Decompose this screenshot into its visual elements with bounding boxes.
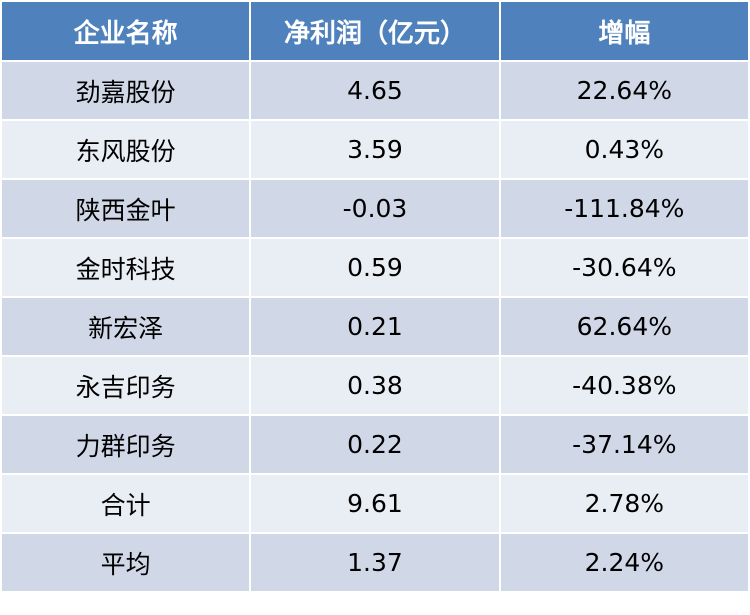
table-cell: 0.43%	[498, 119, 750, 180]
table-cell: 1.37	[249, 532, 501, 593]
table-cell: 4.65	[249, 60, 501, 121]
table-row: 合计 9.61 2.78%	[0, 473, 750, 534]
header-cell: 增幅	[498, 0, 750, 62]
table-cell: 0.59	[249, 237, 501, 298]
table-cell: 62.64%	[498, 296, 750, 357]
table-row: 平均 1.37 2.24%	[0, 532, 750, 593]
table-body: 劲嘉股份 4.65 22.64% 东风股份 3.59 0.43% 陕西金叶 -0.03 -111…	[0, 60, 750, 593]
table-cell: 东风股份	[0, 119, 252, 180]
table-cell: 合计	[0, 473, 252, 534]
table-cell: 平均	[0, 532, 252, 593]
table-row: 永吉印务 0.38 -40.38%	[0, 355, 750, 416]
table-cell: 劲嘉股份	[0, 60, 252, 121]
table-cell: 力群印务	[0, 414, 252, 475]
table-cell: -111.84%	[498, 178, 750, 239]
header-row: 企业名称 净利润（亿元） 增幅	[0, 0, 750, 62]
table-head: 企业名称 净利润（亿元） 增幅	[0, 0, 750, 62]
table-cell: 2.78%	[498, 473, 750, 534]
table-row: 力群印务 0.22 -37.14%	[0, 414, 750, 475]
header-cell: 净利润（亿元）	[249, 0, 501, 62]
table-cell: -37.14%	[498, 414, 750, 475]
table-cell: 0.38	[249, 355, 501, 416]
header-cell: 企业名称	[0, 0, 252, 62]
table-cell: -40.38%	[498, 355, 750, 416]
table-cell: 0.21	[249, 296, 501, 357]
table-cell: -30.64%	[498, 237, 750, 298]
table-cell: -0.03	[249, 178, 501, 239]
table-row: 金时科技 0.59 -30.64%	[0, 237, 750, 298]
table-cell: 0.22	[249, 414, 501, 475]
table-cell: 2.24%	[498, 532, 750, 593]
table-cell: 9.61	[249, 473, 501, 534]
table-row: 劲嘉股份 4.65 22.64%	[0, 60, 750, 121]
table-row: 新宏泽 0.21 62.64%	[0, 296, 750, 357]
table-cell: 永吉印务	[0, 355, 252, 416]
table-cell: 3.59	[249, 119, 501, 180]
table-cell: 新宏泽	[0, 296, 252, 357]
table-cell: 陕西金叶	[0, 178, 252, 239]
data-table: 企业名称 净利润（亿元） 增幅 劲嘉股份 4.65 22.64% 东风股份 3.59 0.…	[0, 0, 750, 593]
table-row: 东风股份 3.59 0.43%	[0, 119, 750, 180]
table-row: 陕西金叶 -0.03 -111.84%	[0, 178, 750, 239]
table-cell: 22.64%	[498, 60, 750, 121]
table-cell: 金时科技	[0, 237, 252, 298]
